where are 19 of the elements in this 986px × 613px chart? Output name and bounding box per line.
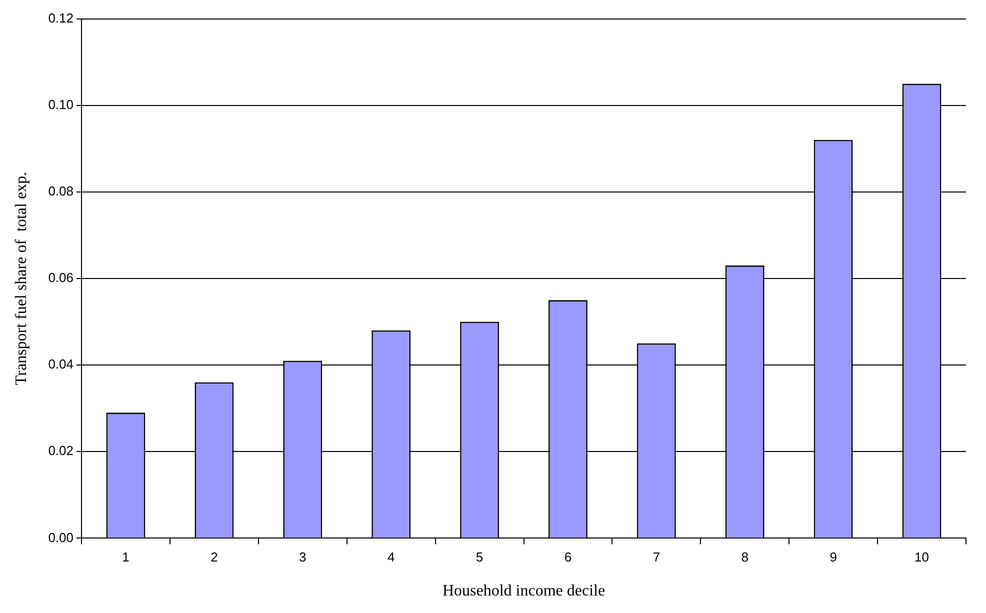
x-axis-title: Household income decile [442, 582, 606, 600]
y-tick-label: 0.10 [48, 96, 74, 112]
y-tick-label: 0.08 [48, 184, 74, 199]
x-tick-label: 8 [741, 550, 748, 565]
y-axis-title: Transport fuel share of total exp. [12, 172, 30, 386]
x-tick-label: 10 [914, 550, 930, 565]
x-tick-label: 2 [210, 550, 218, 565]
y-tick-label: 0.12 [48, 10, 74, 26]
x-tick-label: 4 [387, 550, 395, 565]
x-tick-label: 1 [122, 550, 130, 565]
y-tick-label: 0.02 [48, 443, 74, 458]
x-tick-label: 3 [299, 550, 306, 565]
y-tick-label: 0.00 [48, 530, 74, 545]
x-tick-label: 7 [652, 550, 660, 565]
x-tick-label: 9 [830, 550, 837, 565]
y-tick-label: 0.04 [48, 356, 74, 372]
y-tick-label: 0.06 [48, 270, 74, 286]
x-tick-label: 5 [476, 550, 484, 565]
x-tick-label: 6 [564, 550, 572, 565]
